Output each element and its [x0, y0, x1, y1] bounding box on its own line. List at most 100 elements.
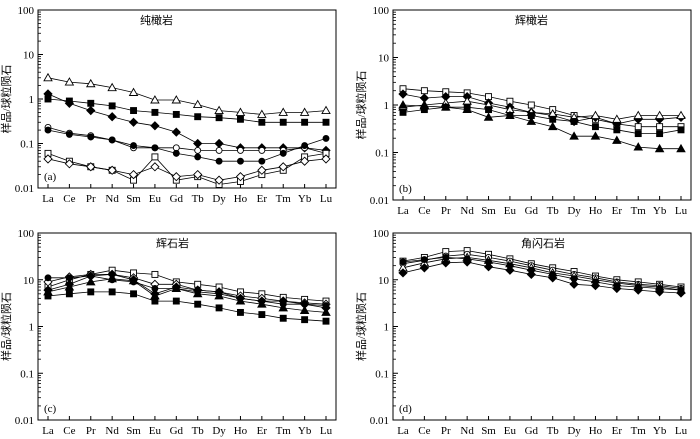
x-tick-label-nd: Nd	[460, 205, 474, 217]
data-point-s5-la	[398, 100, 408, 109]
x-tick-label-nd: Nd	[105, 425, 119, 437]
data-point-s1-ce	[64, 77, 75, 86]
data-point-s5-nd	[462, 104, 472, 114]
y-tick-label: 10	[378, 275, 390, 287]
data-point-s5-gd	[172, 149, 180, 157]
data-point-s3-lu	[322, 118, 330, 126]
y-tick-label: 100	[18, 228, 35, 240]
data-point-s1-eu	[151, 270, 159, 278]
data-point-s1-yb	[299, 107, 310, 116]
data-point-s5-yb	[654, 143, 665, 153]
data-point-s3-sm	[130, 107, 137, 115]
x-tick-label-eu: Eu	[504, 425, 517, 437]
x-tick-label-dy: Dy	[212, 425, 226, 437]
x-tick-label-er: Er	[257, 193, 268, 205]
data-point-s5-ce	[419, 101, 430, 110]
x-tick-label-lu: Lu	[320, 193, 333, 205]
data-point-s3-ho	[590, 110, 601, 119]
data-point-s1-pr	[85, 78, 96, 88]
data-point-s7-ce	[64, 159, 75, 169]
data-point-s6-eu	[151, 153, 159, 161]
panel-c: 100 10 1 0.1 0.01 La Ce Pr Nd Sm Eu Gd Tb Dy Ho Er Tm Yb L…	[0, 228, 337, 437]
data-point-s4-sm	[485, 106, 492, 114]
y-tick-label: 1	[29, 322, 35, 334]
x-tick-label-er: Er	[257, 425, 268, 437]
data-point-s3-lu	[676, 110, 686, 119]
y-tick-label: 0.01	[15, 183, 34, 195]
x-tick-label-ce: Ce	[418, 425, 430, 437]
panel-label: (d)	[399, 403, 412, 415]
x-tick-label-gd: Gd	[525, 425, 539, 437]
data-point-s5-ce	[65, 130, 73, 138]
x-tick-label-tb: Tb	[547, 425, 560, 437]
data-point-s3-la	[44, 95, 52, 103]
data-point-s4-la	[399, 258, 407, 266]
data-point-s1-ce	[420, 87, 428, 95]
x-tick-label-yb: Yb	[653, 205, 667, 217]
data-point-s5-er	[612, 283, 622, 294]
y-tick-label: 0.01	[15, 415, 34, 427]
x-tick-label-lu: Lu	[675, 205, 688, 217]
x-tick-label-yb: Yb	[653, 425, 667, 437]
panel-title: 辉橄岩	[515, 13, 548, 27]
data-point-s3-ho	[237, 115, 244, 123]
data-point-s2-eu	[150, 121, 160, 131]
x-tick-label-ce: Ce	[418, 205, 430, 217]
data-point-s5-tm	[633, 142, 644, 151]
data-point-s5-dy	[569, 131, 579, 140]
data-point-s5-lu	[676, 143, 686, 153]
data-point-s3-tm	[633, 110, 644, 119]
data-point-s5-yb	[301, 142, 309, 149]
x-tick-label-ho: Ho	[589, 205, 603, 217]
data-point-s3-pr	[87, 99, 95, 107]
panel-label: (b)	[399, 183, 412, 195]
data-point-s7-dy	[214, 175, 224, 185]
x-tick-label-sm: Sm	[126, 425, 141, 437]
x-tick-label-gd: Gd	[170, 193, 184, 205]
data-point-s6-sm	[130, 290, 137, 298]
data-point-s1-tb	[192, 99, 203, 109]
x-tick-label-tm: Tm	[631, 205, 647, 217]
data-point-s5-dy	[215, 157, 223, 165]
data-point-s5-lu	[322, 134, 330, 142]
data-point-s3-nd	[108, 102, 116, 110]
data-point-s1-er	[257, 109, 267, 118]
data-point-s7-er	[257, 165, 267, 175]
data-point-s4-ho	[592, 123, 599, 131]
data-point-s1-eu	[150, 95, 160, 104]
data-point-s7-lu	[321, 154, 331, 164]
data-point-s3-eu	[151, 108, 159, 116]
data-point-s5-sm	[483, 112, 494, 121]
data-point-s5-pr	[441, 258, 451, 268]
data-point-s3-yb	[654, 110, 665, 119]
plot-frame	[392, 232, 692, 421]
y-tick-label: 1	[384, 100, 390, 112]
data-point-s5-yb	[299, 305, 310, 314]
series-line-3	[402, 100, 681, 120]
data-point-s5-tm	[278, 302, 289, 312]
series-line-3	[402, 256, 682, 291]
data-point-s6-dy	[215, 304, 223, 312]
x-tick-label-lu: Lu	[320, 425, 333, 437]
x-tick-label-ho: Ho	[589, 425, 603, 437]
series-line-1	[402, 250, 682, 288]
x-tick-label-ho: Ho	[234, 425, 248, 437]
x-tick-label-eu: Eu	[504, 205, 517, 217]
series-line-4	[402, 256, 682, 291]
data-point-s5-eu	[151, 144, 159, 152]
data-point-s2-nd	[107, 112, 117, 122]
data-point-s6-lu	[322, 317, 330, 325]
x-tick-label-er: Er	[612, 205, 623, 217]
data-point-s7-tb	[193, 169, 203, 180]
x-tick-label-gd: Gd	[170, 425, 184, 437]
data-point-s6-pr	[87, 288, 95, 296]
data-point-s6-yb	[301, 316, 309, 324]
data-point-s5-lu	[676, 288, 686, 298]
data-point-s6-nd	[108, 288, 116, 296]
data-point-s1-la	[43, 72, 53, 82]
series-line-1	[402, 88, 681, 128]
y-tick-label: 0.01	[370, 415, 389, 427]
data-point-s5-ho	[235, 296, 246, 305]
data-point-s7-yb	[299, 156, 310, 166]
x-tick-label-dy: Dy	[567, 425, 581, 437]
